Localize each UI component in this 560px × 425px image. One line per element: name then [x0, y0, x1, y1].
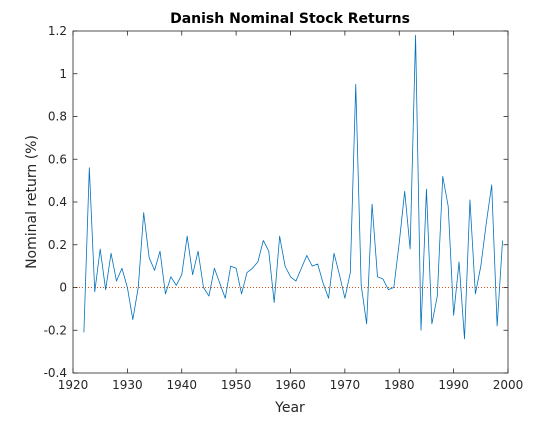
y-tick-label: 0.2 — [48, 238, 67, 252]
x-tick-label: 1920 — [58, 378, 89, 392]
y-axis-label: Nominal return (%) — [24, 135, 40, 269]
y-tick-label: 1.2 — [48, 24, 67, 38]
x-tick-label: 1950 — [221, 378, 252, 392]
y-tick-label: 0.4 — [48, 195, 67, 209]
tick-marks — [72, 30, 509, 374]
plot-area — [73, 31, 508, 373]
y-tick-label: 0 — [59, 281, 67, 295]
series-line — [83, 34, 503, 340]
x-tick-labels: 1920 1930 1940 1950 1960 1970 1980 1990 2000 — [58, 378, 524, 392]
y-tick-label: 1 — [59, 67, 67, 81]
x-tick-label: 1980 — [384, 378, 415, 392]
x-tick-label: 2000 — [493, 378, 524, 392]
y-tick-label: 0.8 — [48, 110, 67, 124]
y-tick-label: -0.4 — [44, 366, 67, 380]
y-tick-labels: -0.4 -0.2 0 0.2 0.4 0.6 0.8 1 1.2 — [44, 24, 67, 380]
y-tick-label: 0.6 — [48, 152, 67, 166]
x-tick-label: 1990 — [438, 378, 469, 392]
x-tick-label: 1970 — [330, 378, 361, 392]
x-axis-label: Year — [274, 400, 305, 416]
series-layer — [83, 34, 503, 340]
x-tick-label: 1960 — [275, 378, 306, 392]
x-tick-label: 1930 — [112, 378, 143, 392]
x-tick-label: 1940 — [166, 378, 197, 392]
chart-title: Danish Nominal Stock Returns — [170, 11, 410, 27]
y-tick-label: -0.2 — [44, 323, 67, 337]
